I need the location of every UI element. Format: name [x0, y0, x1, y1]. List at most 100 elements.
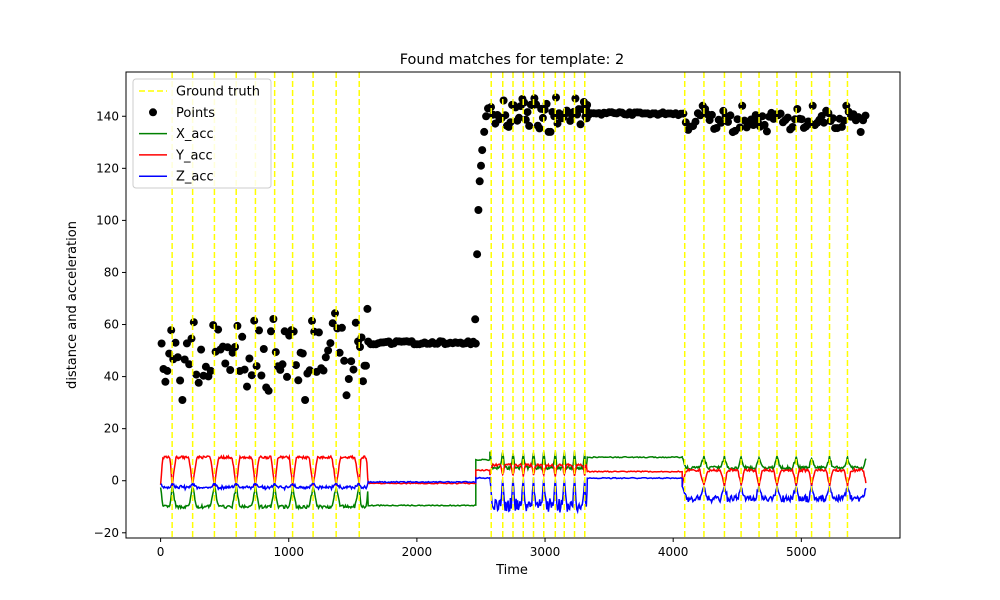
data-point: [314, 328, 323, 337]
data-point: [724, 117, 732, 126]
data-point: [171, 338, 180, 347]
data-point: [525, 121, 534, 130]
data-point: [475, 177, 484, 186]
data-point: [189, 318, 198, 327]
data-point: [566, 116, 575, 125]
data-point: [344, 375, 353, 383]
data-point: [240, 365, 249, 374]
data-point: [331, 309, 339, 318]
data-point: [223, 343, 232, 352]
y-tick-label: −20: [94, 526, 119, 540]
data-point: [221, 359, 230, 368]
data-point: [546, 127, 555, 136]
data-point: [173, 353, 182, 362]
data-point: [520, 98, 529, 107]
data-point: [259, 345, 268, 353]
data-point: [515, 113, 523, 122]
data-point: [238, 332, 247, 341]
data-point: [206, 366, 215, 375]
data-point: [696, 111, 705, 120]
data-point: [267, 327, 275, 336]
legend-label: Ground truth: [176, 85, 260, 100]
data-point: [758, 112, 767, 121]
data-point: [335, 348, 344, 357]
x-axis: 0 1000 2000 3000 4000 5000: [157, 538, 817, 559]
y-tick-label: 0: [111, 474, 119, 488]
data-point: [163, 366, 172, 375]
x-axis-label: Time: [495, 563, 528, 578]
data-point: [356, 343, 364, 351]
data-point: [176, 376, 185, 385]
data-point: [808, 101, 817, 110]
data-point: [247, 371, 256, 380]
data-point: [842, 101, 851, 110]
data-point: [707, 110, 716, 119]
y-axis: −20 0 20 40 60 80 100 120 140: [94, 109, 126, 540]
data-point: [762, 127, 771, 136]
data-point: [167, 326, 176, 335]
data-point: [712, 124, 721, 132]
data-point: [252, 362, 261, 371]
data-point: [231, 343, 239, 351]
data-point: [691, 117, 700, 126]
legend-label: Y_acc: [175, 148, 213, 163]
data-point: [471, 315, 480, 324]
data-point: [552, 93, 560, 102]
data-point: [362, 361, 370, 370]
data-point: [178, 396, 187, 404]
data-point: [576, 120, 585, 129]
x-tick-label: 0: [157, 545, 165, 559]
data-point: [243, 382, 251, 391]
data-point: [214, 325, 223, 334]
y-tick-label: 120: [96, 161, 119, 175]
y-tick-label: 40: [104, 370, 119, 384]
data-point: [326, 339, 335, 348]
data-point: [161, 377, 170, 386]
data-point: [751, 111, 760, 120]
data-point: [359, 377, 367, 386]
data-point: [278, 360, 287, 369]
data-point: [473, 250, 482, 259]
data-point: [342, 391, 351, 400]
data-point: [157, 339, 166, 348]
data-point: [324, 346, 333, 355]
legend-label: X_acc: [176, 127, 214, 142]
data-point: [535, 124, 544, 133]
data-point: [185, 360, 194, 369]
plot-area: [157, 72, 870, 538]
data-point: [245, 354, 254, 363]
data-point: [194, 378, 203, 387]
data-point: [861, 111, 870, 120]
data-point: [319, 366, 328, 375]
data-point: [192, 370, 201, 379]
data-point: [477, 161, 485, 170]
chart-title: Found matches for template: 2: [400, 52, 625, 68]
data-point: [283, 372, 291, 381]
data-point: [840, 116, 849, 125]
data-point: [197, 345, 206, 354]
data-point: [257, 371, 266, 380]
legend-label: Z_acc: [176, 170, 214, 185]
data-point: [788, 123, 797, 131]
legend: Ground truth Points X_acc Y_acc Z_acc: [132, 78, 272, 189]
data-point: [305, 366, 314, 375]
data-point: [255, 326, 263, 335]
data-point: [337, 323, 346, 332]
y-acc-line: [159, 453, 867, 488]
data-point: [321, 353, 330, 362]
data-point: [301, 396, 310, 404]
y-tick-label: 100: [96, 213, 119, 227]
data-point: [679, 109, 688, 118]
x-tick-label: 4000: [658, 545, 689, 559]
data-point: [478, 146, 487, 155]
axes-frame: [125, 71, 901, 539]
y-tick-label: 60: [104, 318, 119, 332]
data-point: [482, 112, 491, 121]
data-point: [819, 118, 828, 127]
data-point: [292, 361, 300, 370]
data-point: [264, 386, 273, 395]
data-point: [783, 113, 792, 122]
y-axis-label: distance and acceleration: [65, 221, 80, 389]
y-tick-label: 140: [96, 109, 119, 123]
